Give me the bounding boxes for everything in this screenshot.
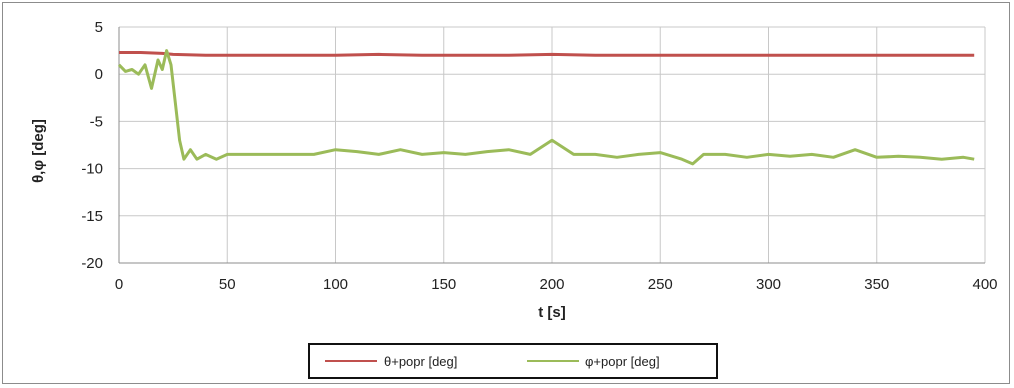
y-tick-label: -20 <box>81 255 103 272</box>
x-tick-label: 100 <box>323 276 348 293</box>
x-tick-label: 50 <box>219 276 236 293</box>
y-tick-label: -10 <box>81 161 103 178</box>
grid <box>118 26 986 264</box>
series-line-theta <box>119 51 975 57</box>
x-tick-label: 150 <box>431 276 456 293</box>
y-tick-label: -5 <box>90 113 103 130</box>
x-tick-label: 250 <box>648 276 673 293</box>
legend: θ+popr [deg] φ+popr [deg] <box>308 343 718 379</box>
y-tick-label: -15 <box>81 208 103 225</box>
y-tick-label: 5 <box>95 19 103 36</box>
x-tick-label: 300 <box>756 276 781 293</box>
legend-label-phi: φ+popr [deg] <box>585 354 660 369</box>
line-chart: 50-5-10-15-200 50 100 150 200 250 300 350 400 t … <box>30 19 998 379</box>
x-tick-label: 400 <box>972 276 997 293</box>
x-axis-title: t [s] <box>538 304 566 321</box>
x-tick-label: 350 <box>864 276 889 293</box>
series-lines <box>117 49 975 166</box>
chart-frame: 5 0 -5 -10 -15 -20 0 50 100 150 200 250 300 350 400 t … <box>2 2 1010 384</box>
legend-label-theta: θ+popr [deg] <box>384 354 457 369</box>
x-tick-label: 0 <box>115 276 123 293</box>
y-tick-label: 0 <box>95 66 103 83</box>
tick-labels: 50-5-10-15-200 50 100 150 200 250 300 350 400 <box>81 19 997 293</box>
series-line-phi <box>117 49 975 166</box>
y-axis-title: θ,φ [deg] <box>30 119 47 183</box>
x-tick-label: 200 <box>539 276 564 293</box>
